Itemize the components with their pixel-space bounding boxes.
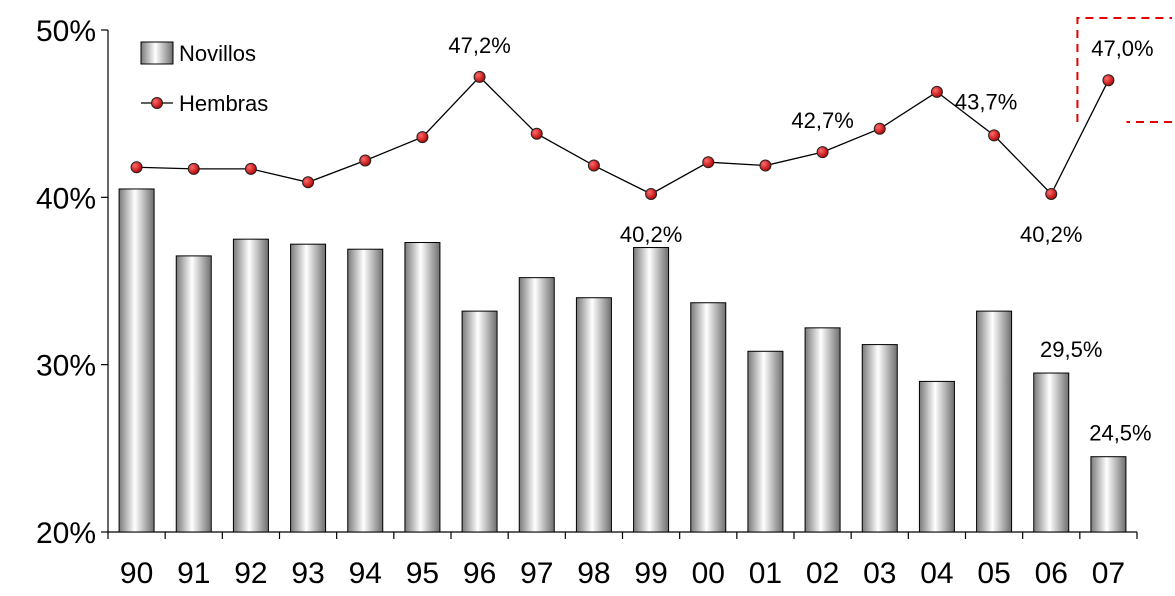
legend: Novillos Hembras [140,41,268,116]
x-tick-label: 99 [634,557,667,590]
marker-hembras [416,131,429,144]
legend-marker-hembras [151,97,163,109]
marker-hembras [130,161,143,174]
marker-hembras [302,176,315,189]
x-tick-label: 02 [806,557,839,590]
x-tick-label: 90 [120,557,153,590]
bar-novillos [118,188,155,533]
x-tick-label: 97 [520,557,553,590]
marker-hembras [530,127,543,140]
highlight [1076,17,1172,123]
bar-novillos [404,242,441,533]
marker-hembras [873,122,886,135]
bar-novillos [918,380,955,533]
x-tick-label: 00 [692,557,725,590]
bar-novillos [518,277,555,533]
data-label-novillos: 24,5% [1089,421,1151,446]
marker-hembras [473,70,486,83]
x-tick-label: 95 [406,557,439,590]
x-tick-label: 92 [234,557,267,590]
x-tick-label: 94 [349,557,382,590]
bar-novillos [347,248,384,533]
marker-hembras [645,187,658,200]
legend-swatch-novillos [140,41,174,65]
y-tick-label: 20% [36,517,96,550]
marker-hembras [702,156,715,169]
bar-novillos [575,297,612,533]
marker-hembras [187,162,200,175]
x-tick-label: 05 [977,557,1010,590]
x-tick-label: 96 [463,557,496,590]
legend-label-hembras: Hembras [179,91,268,116]
bar-novillos [461,310,498,533]
marker-hembras [244,162,257,175]
bar-novillos [861,344,898,533]
data-label-novillos: 29,5% [1040,337,1102,362]
bar-novillos [690,302,727,533]
marker-hembras [1045,187,1058,200]
data-label-hembras: 40,2% [1020,222,1082,247]
data-label-hembras: 47,2% [448,33,510,58]
labels: 47,2% 40,2% 42,7% 43,7% 40,2% 47,0% 29,5% 24,5% [448,33,1153,446]
y-tick-label: 40% [36,182,96,215]
x-tick-label: 07 [1092,557,1125,590]
marker-hembras [988,129,1001,142]
y-tick-label: 50% [36,15,96,48]
bar-novillos [747,350,784,533]
marker-hembras [587,159,600,172]
bar-novillos [976,310,1013,533]
bar-novillos [804,327,841,533]
highlight-box [1076,17,1172,123]
data-label-hembras: 40,2% [620,222,682,247]
marker-hembras [930,85,943,98]
bar-novillos [633,247,670,533]
bar-novillos [290,243,327,533]
bar-novillos [175,255,212,533]
bars [118,188,1127,533]
legend-label-novillos: Novillos [179,41,256,66]
x-tick-label: 01 [749,557,782,590]
data-label-hembras: 43,7% [955,89,1017,114]
marker-hembras [359,154,372,167]
axes: 20% 30% 40% 50% 90 91 92 93 94 95 96 97 98 99 00 01 02 03… [36,15,1138,590]
data-label-hembras: 42,7% [791,108,853,133]
bar-novillos [1090,456,1127,533]
marker-hembras [816,146,829,159]
x-tick-label: 03 [863,557,896,590]
line-layer [130,70,1115,200]
x-tick-label: 04 [920,557,953,590]
line-hembras [136,75,1109,196]
x-tick-label: 91 [177,557,210,590]
marker-hembras [759,159,772,172]
x-tick-label: 93 [291,557,324,590]
x-tick-label: 98 [577,557,610,590]
bar-novillos [232,238,269,533]
bar-novillos [1033,372,1070,533]
x-tick-label: 06 [1035,557,1068,590]
data-label-hembras: 47,0% [1091,36,1153,61]
marker-hembras [1102,74,1115,87]
y-tick-label: 30% [36,350,96,383]
